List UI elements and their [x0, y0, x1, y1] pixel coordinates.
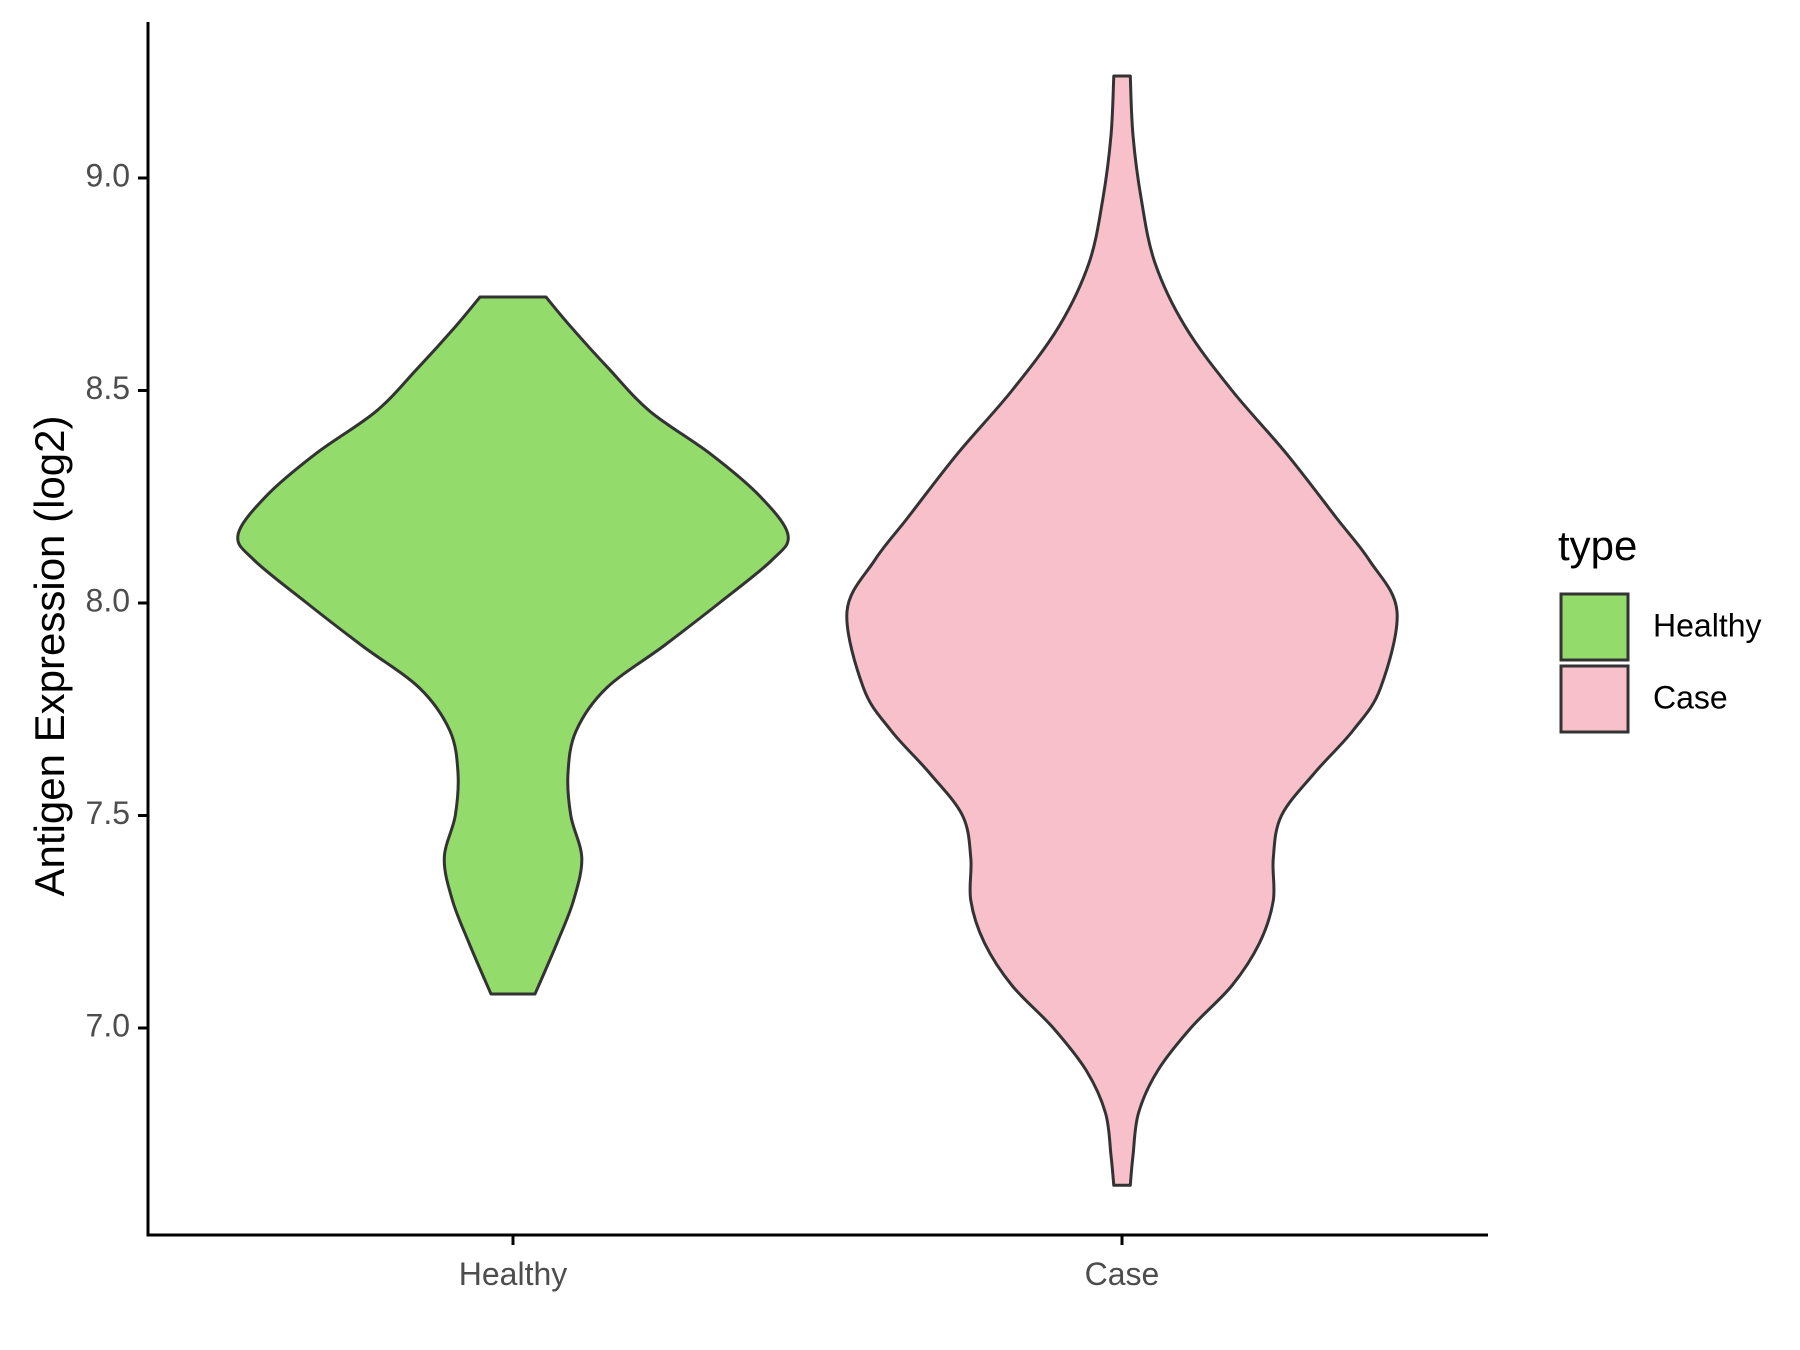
legend-label: Healthy: [1653, 607, 1762, 643]
legend-title: type: [1558, 522, 1637, 569]
y-tick-label: 8.5: [86, 370, 130, 406]
x-tick-label: Healthy: [459, 1256, 568, 1292]
y-tick-label: 8.0: [86, 582, 130, 618]
x-tick-label: Case: [1085, 1256, 1160, 1292]
legend-swatch: [1559, 592, 1630, 662]
y-axis-title: Antigen Expression (log2): [26, 416, 73, 897]
legend: type Healthy Case: [1558, 522, 1762, 734]
violin-healthy: [236, 295, 790, 996]
violins-layer: [236, 74, 1399, 1187]
x-ticks: Healthy Case: [459, 1235, 1160, 1292]
y-tick-label: 9.0: [86, 157, 130, 193]
y-tick-label: 7.5: [86, 795, 130, 831]
y-ticks: 7.0 7.5 8.0 8.5 9.0: [86, 157, 148, 1043]
legend-swatch: [1559, 664, 1630, 734]
violin-case: [845, 74, 1399, 1187]
y-tick-label: 7.0: [86, 1007, 130, 1043]
legend-entries: Healthy Case: [1559, 592, 1762, 734]
legend-label: Case: [1653, 679, 1728, 715]
